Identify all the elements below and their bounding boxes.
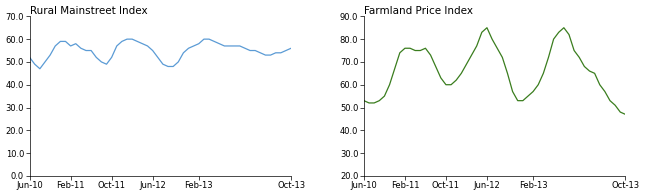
- Text: Farmland Price Index: Farmland Price Index: [364, 5, 473, 15]
- Text: Rural Mainstreet Index: Rural Mainstreet Index: [30, 5, 147, 15]
